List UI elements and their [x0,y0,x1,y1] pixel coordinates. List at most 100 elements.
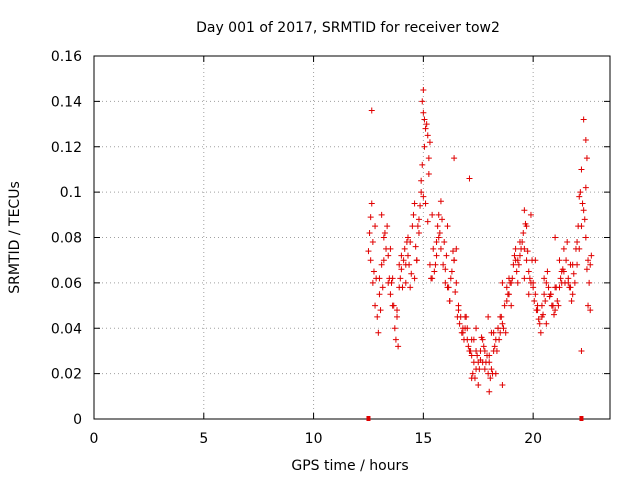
data-point [502,329,509,336]
data-point [433,239,440,246]
data-point [392,336,399,343]
data-point [555,302,562,309]
data-point [585,257,592,264]
data-points [365,87,595,395]
data-point [402,279,409,286]
data-point [520,229,527,236]
data-point [385,279,392,286]
data-point [516,239,523,246]
x-axis-label: GPS time / hours [291,458,408,474]
data-point [512,257,519,264]
data-point [450,248,457,255]
data-point [467,347,474,354]
data-point [432,261,439,268]
data-point [380,234,387,241]
data-point [523,257,530,264]
data-point [567,261,574,268]
data-point [575,223,582,230]
data-point [421,143,428,150]
x-tick-label: 15 [414,431,432,447]
data-point [525,291,532,298]
data-point [545,284,552,291]
x-tick-label: 0 [90,431,99,447]
data-point [501,302,508,309]
axis-marker [579,416,584,421]
data-point [509,275,516,282]
data-point [372,223,379,230]
data-point [534,302,541,309]
data-point [569,291,576,298]
data-point [417,202,424,209]
data-point [424,218,431,225]
y-axis-label: SRMTID / TECUs [7,181,23,294]
data-point [398,266,405,273]
data-point [418,177,425,184]
data-point [381,229,388,236]
data-point [465,343,472,350]
data-point [532,291,539,298]
data-point [563,257,570,264]
data-point [535,316,542,323]
data-point [422,125,429,132]
data-point [407,284,414,291]
data-point [499,320,506,327]
data-point [587,307,594,314]
data-point [577,189,584,196]
data-point [551,311,558,318]
data-point [554,298,561,305]
data-point [476,366,483,373]
data-point [396,261,403,268]
y-tick-label: 0.06 [51,276,82,292]
data-point [505,291,512,298]
data-point [552,234,559,241]
data-point [402,261,409,268]
data-point [492,370,499,377]
data-point [583,155,590,162]
data-point [566,284,573,291]
data-point [411,200,418,207]
data-point [469,370,476,377]
y-tick-label: 0.16 [51,49,82,65]
data-point [419,98,426,105]
data-point [516,252,523,259]
data-point [474,352,481,359]
data-point [377,307,384,314]
data-point [512,245,519,252]
chart-title: Day 001 of 2017, SRMTID for receiver tow… [196,20,500,36]
data-point [426,261,433,268]
data-point [368,200,375,207]
data-point [468,375,475,382]
data-point [526,275,533,282]
data-point [557,275,564,282]
data-point [485,313,492,320]
data-point [568,298,575,305]
data-point [366,229,373,236]
data-point [420,193,427,200]
data-point [446,298,453,305]
data-point [376,291,383,298]
x-tick-label: 10 [305,431,323,447]
data-point [508,302,515,309]
data-point [527,211,534,218]
data-point [412,243,419,250]
data-point [374,313,381,320]
data-point [558,268,565,275]
data-point [394,313,401,320]
grid-lines [94,56,610,419]
data-point [435,211,442,218]
data-point [399,284,406,291]
data-point [369,279,376,286]
data-point [379,284,386,291]
data-point [415,229,422,236]
data-point [488,366,495,373]
data-point [460,336,467,343]
data-point [585,302,592,309]
data-point [439,216,446,223]
data-point [387,245,394,252]
data-point [586,279,593,286]
data-point [404,252,411,259]
data-point [373,275,380,282]
data-point [588,252,595,259]
data-point [389,275,396,282]
data-point [537,329,544,336]
